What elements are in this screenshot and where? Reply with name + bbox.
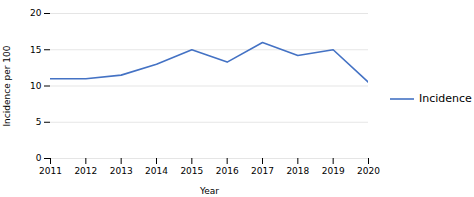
svg-text:2018: 2018 xyxy=(286,166,309,176)
svg-text:Incidence per 100: Incidence per 100 xyxy=(2,45,12,126)
svg-text:2020: 2020 xyxy=(357,166,380,176)
svg-text:15: 15 xyxy=(30,45,41,55)
svg-text:2014: 2014 xyxy=(145,166,168,176)
svg-text:2011: 2011 xyxy=(39,166,62,176)
svg-text:Year: Year xyxy=(199,186,219,196)
svg-text:2019: 2019 xyxy=(322,166,345,176)
svg-text:10: 10 xyxy=(30,81,42,91)
svg-text:2012: 2012 xyxy=(74,166,97,176)
svg-text:2013: 2013 xyxy=(110,166,133,176)
svg-text:5: 5 xyxy=(36,117,42,127)
svg-text:2017: 2017 xyxy=(251,166,274,176)
svg-text:0: 0 xyxy=(36,153,42,163)
svg-text:20: 20 xyxy=(30,8,42,18)
svg-text:2015: 2015 xyxy=(180,166,203,176)
html-text:Incidence: Incidence xyxy=(419,92,472,105)
svg-text:2016: 2016 xyxy=(216,166,239,176)
